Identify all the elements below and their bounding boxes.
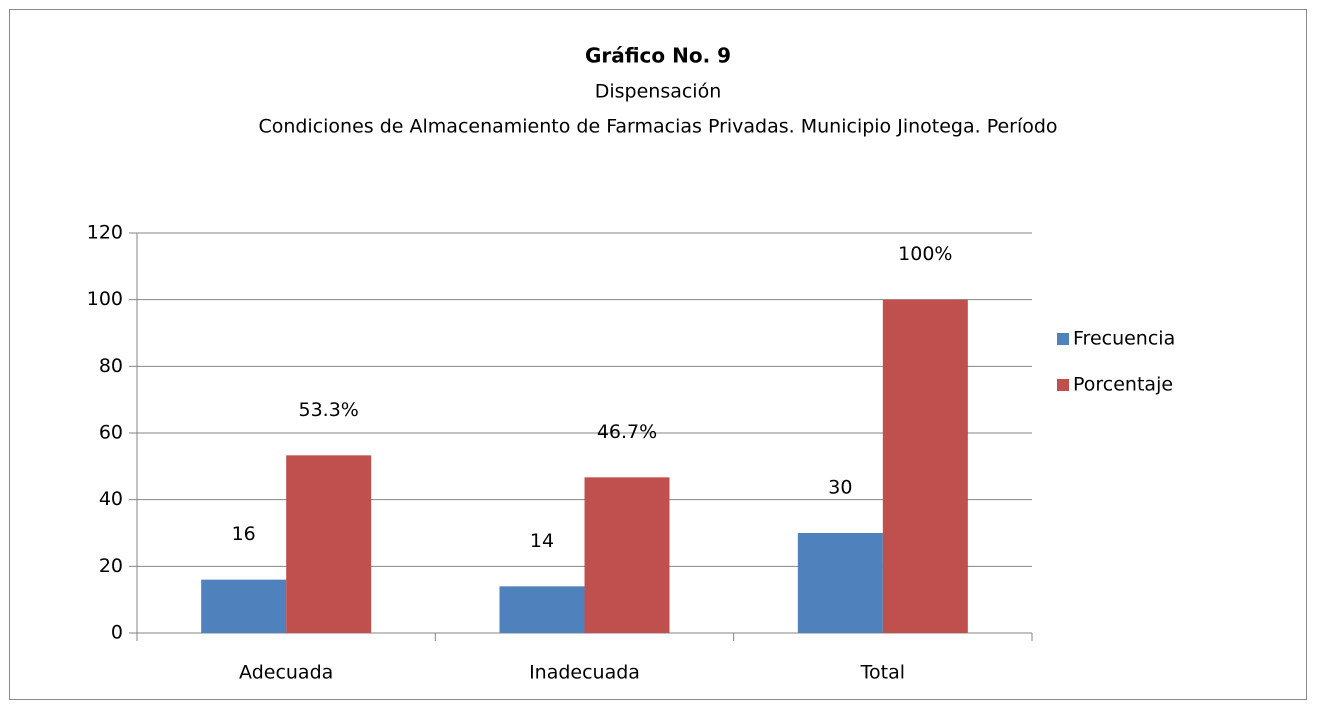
y-tick-label: 20: [99, 555, 123, 577]
data-label: 53.3%: [298, 399, 358, 421]
bar: [499, 586, 585, 633]
legend-swatch: [1057, 333, 1069, 345]
chart-subtitle: Dispensación: [595, 81, 722, 103]
chart-title: Gráfico No. 9: [585, 44, 731, 68]
bar: [286, 455, 372, 633]
bar: [882, 299, 968, 633]
y-tick-label: 80: [99, 355, 123, 377]
y-tick-label: 120: [87, 222, 123, 244]
data-label: 46.7%: [597, 421, 657, 443]
legend-swatch: [1057, 379, 1069, 391]
data-label: 100%: [898, 243, 952, 265]
bar: [201, 579, 287, 633]
x-tick-label: Total: [860, 662, 905, 684]
bar: [797, 533, 883, 633]
bar: [584, 477, 670, 633]
y-tick-label: 0: [111, 622, 123, 644]
data-label: 16: [232, 523, 256, 545]
legend-label: Frecuencia: [1073, 328, 1175, 350]
y-tick-label: 100: [87, 288, 123, 310]
chart-subtitle: Condiciones de Almacenamiento de Farmaci…: [258, 116, 1057, 138]
x-tick-label: Inadecuada: [529, 662, 640, 684]
data-label: 30: [828, 477, 852, 499]
y-tick-label: 60: [99, 422, 123, 444]
data-label: 14: [530, 530, 554, 552]
y-tick-label: 40: [99, 488, 123, 510]
legend-label: Porcentaje: [1073, 374, 1173, 396]
x-tick-label: Adecuada: [239, 662, 333, 684]
